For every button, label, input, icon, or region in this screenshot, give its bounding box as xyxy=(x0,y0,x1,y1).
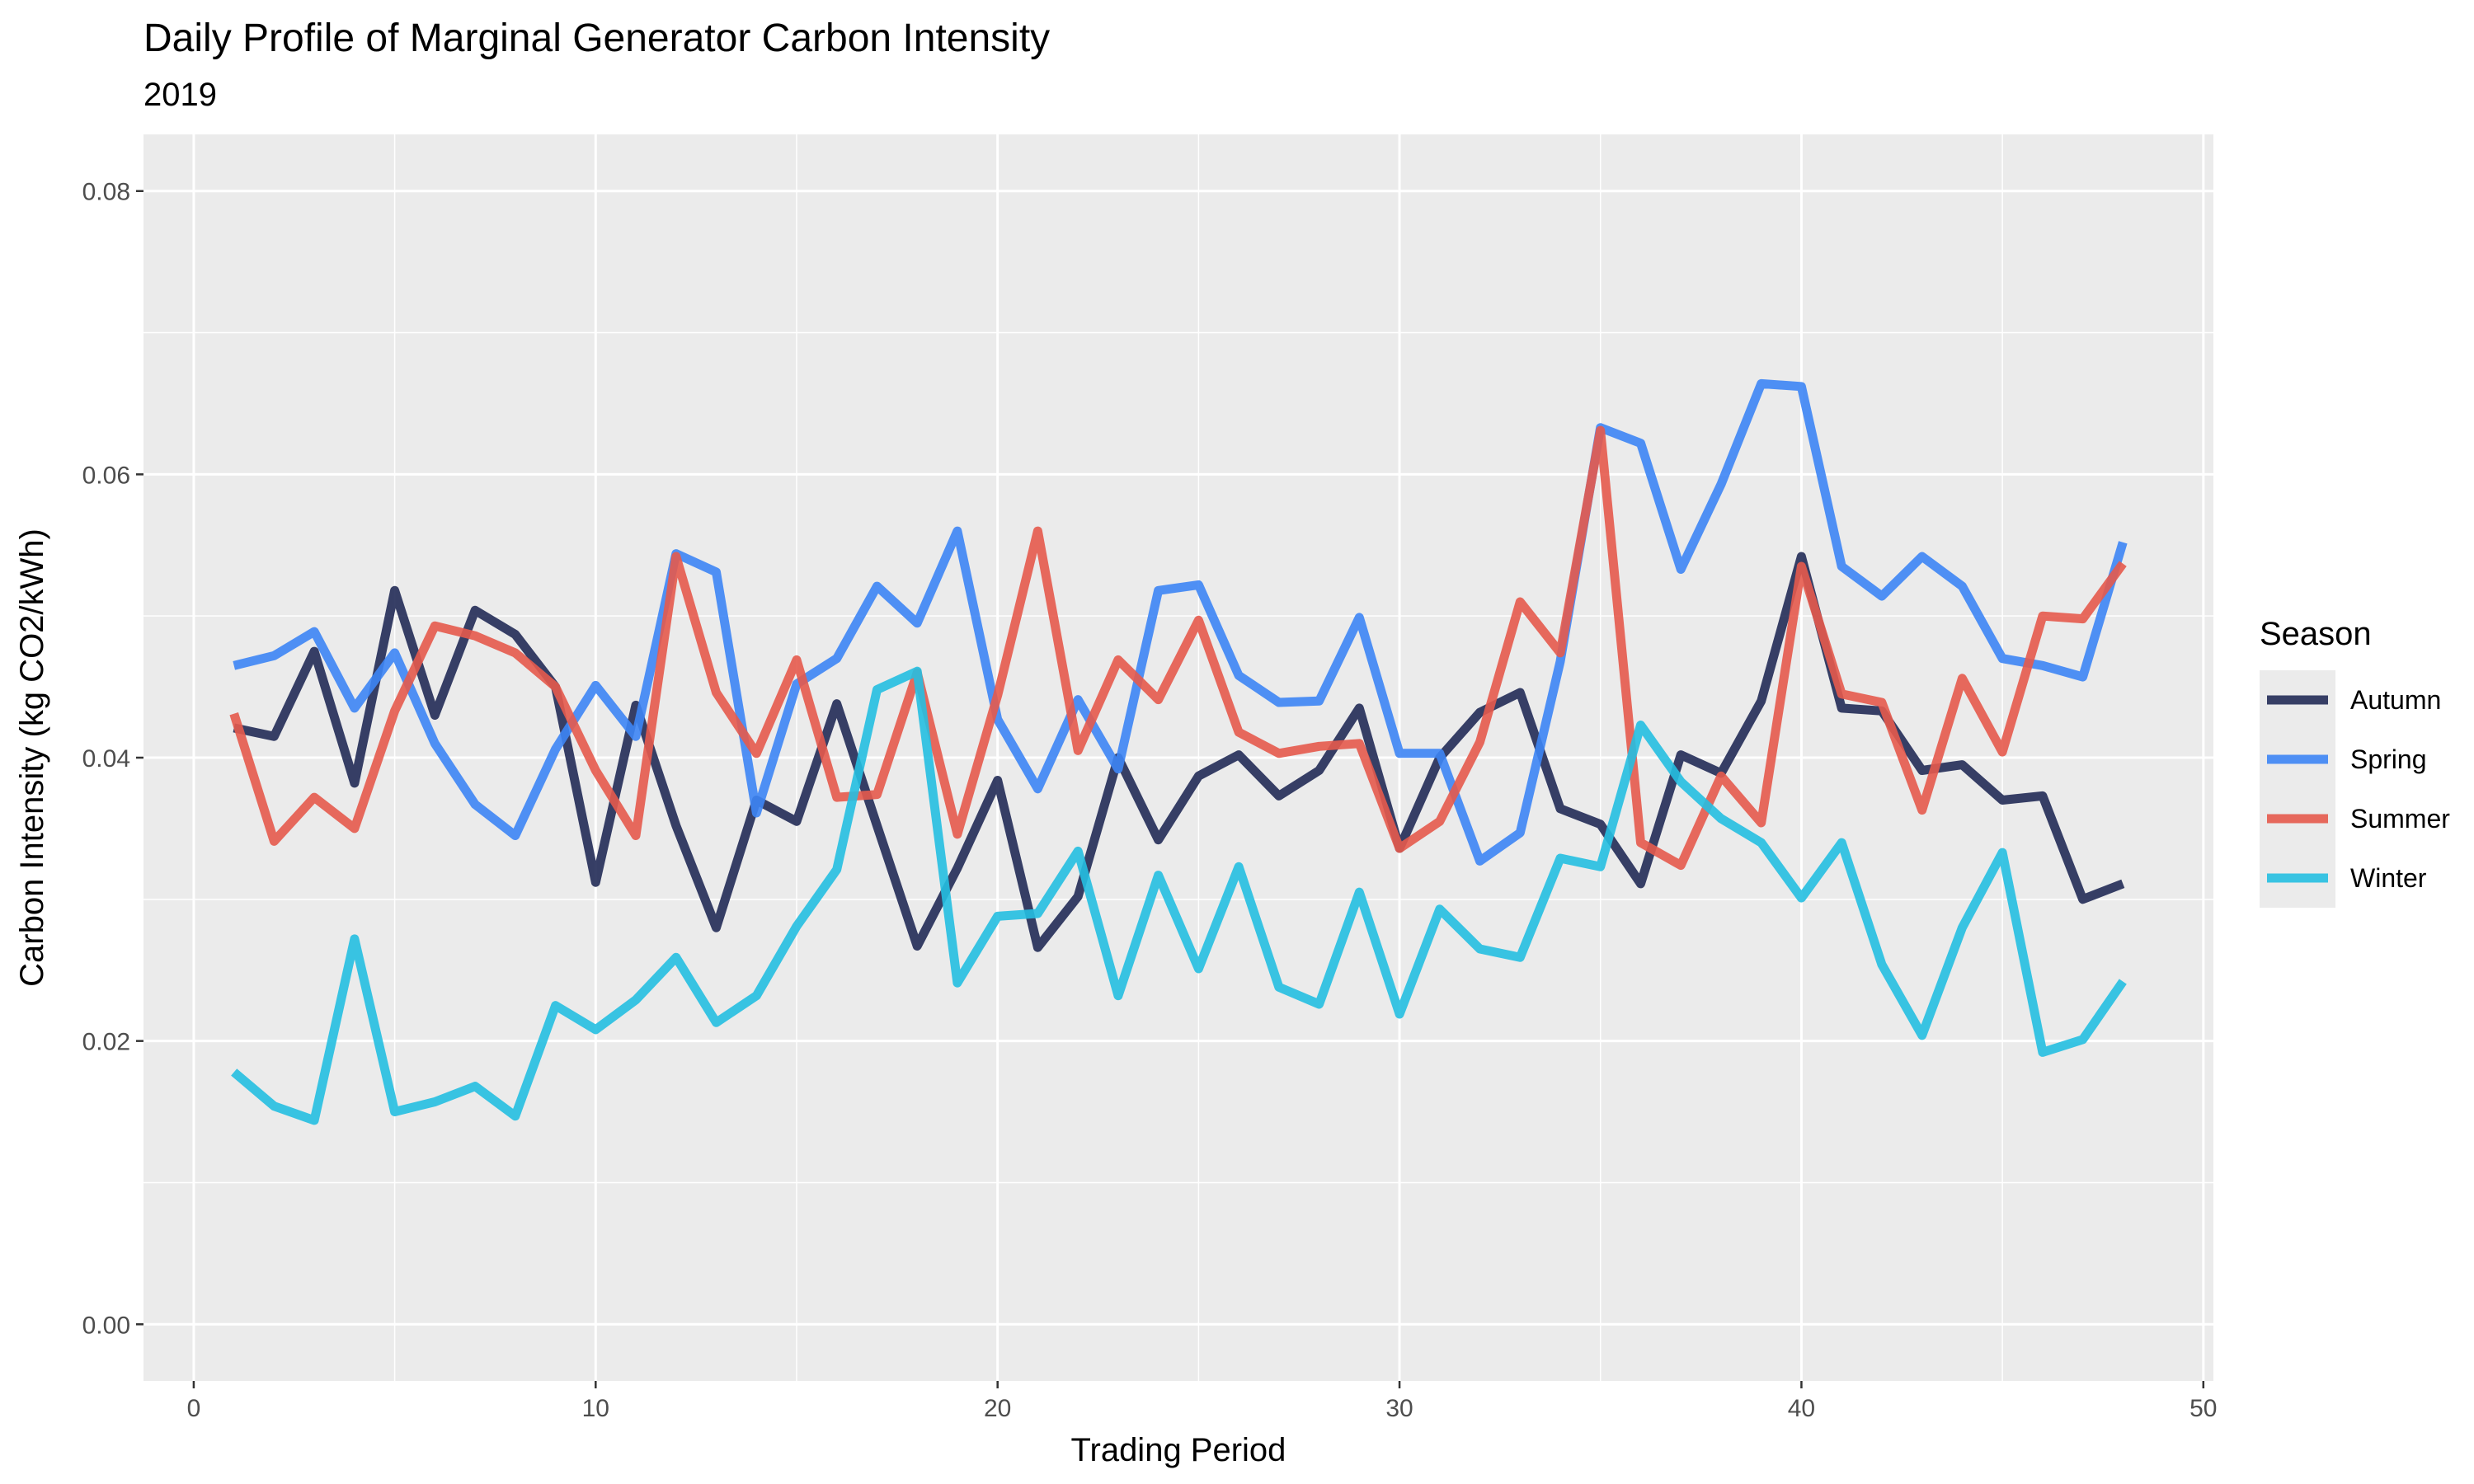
legend-title: Season xyxy=(2260,616,2372,652)
y-tick-label: 0.00 xyxy=(82,1312,130,1339)
series-lines xyxy=(229,378,2128,1125)
series-line-spring xyxy=(233,378,2128,866)
x-tick-label: 20 xyxy=(984,1395,1011,1422)
y-tick-label: 0.02 xyxy=(82,1029,130,1056)
x-tick-label: 50 xyxy=(2189,1395,2217,1422)
legend-label-spring: Spring xyxy=(2350,744,2427,774)
legend-label-winter: Winter xyxy=(2350,863,2427,893)
x-axis-title: Trading Period xyxy=(1071,1432,1286,1468)
x-tick-label: 40 xyxy=(1788,1395,1815,1422)
series-line-summer xyxy=(229,425,2127,871)
y-axis-ticks: 0.00 0.02 0.04 0.06 0.08 xyxy=(82,179,143,1339)
x-tick-label: 0 xyxy=(187,1395,201,1422)
x-tick-label: 10 xyxy=(582,1395,609,1422)
chart-title: Daily Profile of Marginal Generator Carb… xyxy=(143,16,1050,60)
legend-keys: Autumn Spring Summer Winter xyxy=(2260,670,2450,908)
legend-label-autumn: Autumn xyxy=(2350,685,2441,715)
y-tick-label: 0.06 xyxy=(82,462,130,489)
y-tick-label: 0.08 xyxy=(82,179,130,206)
legend-label-summer: Summer xyxy=(2350,804,2450,834)
y-tick-label: 0.04 xyxy=(82,745,130,773)
series-line-winter xyxy=(231,666,2127,1125)
major-gridlines xyxy=(143,134,2213,1381)
x-axis-ticks: 0 10 20 30 40 50 xyxy=(187,1381,2218,1422)
y-axis-title: Carbon Intensity (kg CO2/kWh) xyxy=(14,528,50,987)
legend: Season Autumn Spring Summer Winter xyxy=(2260,616,2450,908)
x-tick-label: 30 xyxy=(1385,1395,1413,1422)
chart-subtitle: 2019 xyxy=(143,77,217,113)
